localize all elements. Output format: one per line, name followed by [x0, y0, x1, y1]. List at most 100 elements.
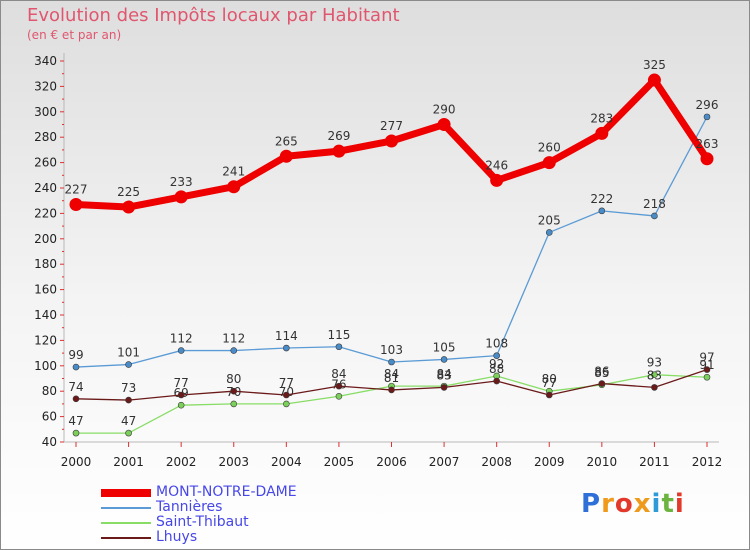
data-label-saint-thibaut: 47: [121, 414, 136, 428]
x-tick-label: 2011: [639, 455, 670, 469]
data-point-lhuys: [440, 384, 448, 391]
x-tick-label: 2000: [61, 455, 92, 469]
data-point-mont-notre-dame: [122, 200, 136, 214]
data-label-saint-thibaut: 80: [542, 372, 557, 386]
data-label-tannieres: 101: [117, 346, 140, 360]
y-tick-label: 260: [34, 156, 57, 170]
chart-subtitle: (en € et par an): [27, 28, 122, 42]
data-label-mont-notre-dame: 277: [380, 119, 403, 133]
legend-label: Saint-Thibaut: [156, 514, 249, 530]
data-label-mont-notre-dame: 233: [170, 175, 193, 189]
proxiti-logo: Proxiti: [581, 489, 685, 519]
y-tick-label: 80: [42, 384, 57, 398]
x-tick-label: 2008: [481, 455, 512, 469]
x-tick-label: 2009: [534, 455, 565, 469]
y-tick-label: 320: [34, 79, 57, 93]
data-label-tannieres: 115: [327, 328, 350, 342]
data-point-mont-notre-dame: [700, 152, 714, 166]
data-label-saint-thibaut: 91: [699, 358, 714, 372]
data-point-mont-notre-dame: [227, 180, 241, 194]
data-label-saint-thibaut: 92: [489, 357, 504, 371]
data-point-mont-notre-dame: [332, 144, 346, 158]
legend-swatch: [101, 489, 151, 497]
x-tick-label: 2003: [218, 455, 249, 469]
data-label-saint-thibaut: 85: [594, 366, 609, 380]
data-label-saint-thibaut: 84: [384, 367, 399, 381]
data-point-mont-notre-dame: [542, 156, 556, 170]
data-point-lhuys: [703, 366, 711, 373]
data-point-saint-thibaut: [651, 371, 658, 378]
x-tick-label: 2004: [271, 455, 302, 469]
data-point-tannieres: [335, 343, 343, 351]
data-point-mont-notre-dame: [69, 198, 83, 212]
data-label-saint-thibaut: 84: [436, 367, 451, 381]
legend-swatch: [101, 522, 151, 524]
x-tick-label: 2005: [324, 455, 355, 469]
y-tick-label: 200: [34, 232, 57, 246]
data-label-lhuys: 80: [226, 372, 241, 386]
data-label-mont-notre-dame: 246: [485, 158, 508, 172]
data-point-tannieres: [598, 207, 606, 215]
data-label-mont-notre-dame: 263: [696, 137, 719, 151]
data-label-mont-notre-dame: 225: [117, 185, 140, 199]
x-tick-label: 2002: [166, 455, 197, 469]
data-point-tannieres: [545, 229, 553, 236]
data-label-mont-notre-dame: 283: [590, 111, 613, 125]
data-point-lhuys: [651, 384, 658, 391]
data-label-lhuys: 77: [174, 376, 189, 390]
data-point-lhuys: [283, 391, 290, 399]
legend-label: MONT-NOTRE-DAME: [156, 484, 297, 500]
y-tick-label: 100: [34, 359, 57, 373]
data-point-tannieres: [283, 344, 290, 352]
data-label-mont-notre-dame: 241: [222, 165, 245, 179]
data-label-tannieres: 103: [380, 343, 403, 357]
data-point-saint-thibaut: [703, 373, 711, 381]
data-point-mont-notre-dame: [490, 173, 504, 187]
series-line-tannieres: [75, 116, 708, 368]
data-point-lhuys: [598, 380, 606, 387]
y-tick-label: 160: [34, 283, 57, 297]
legend-swatch: [101, 537, 151, 539]
y-tick-label: 120: [34, 333, 57, 347]
data-label-mont-notre-dame: 265: [275, 134, 298, 148]
data-point-tannieres: [440, 356, 448, 363]
data-label-lhuys: 74: [68, 380, 83, 394]
data-point-lhuys: [388, 386, 395, 394]
line-chart: 40 60 80 100 120 140 160 180 200 220 240 260 280 300 3…: [34, 53, 723, 469]
data-point-saint-thibaut: [230, 400, 238, 408]
data-point-lhuys: [177, 391, 185, 399]
y-tick-label: 140: [34, 308, 57, 322]
x-tick-label: 2012: [692, 455, 723, 469]
data-label-lhuys: 77: [542, 376, 557, 390]
x-tick-label: 2006: [376, 455, 407, 469]
data-label-lhuys: 81: [384, 371, 399, 385]
data-label-lhuys: 73: [121, 381, 136, 395]
x-tick-label: 2001: [113, 455, 144, 469]
y-tick-label: 220: [34, 206, 57, 220]
data-point-mont-notre-dame: [595, 126, 609, 140]
y-tick-label: 240: [34, 181, 57, 195]
data-point-tannieres: [493, 352, 500, 359]
data-point-lhuys: [335, 382, 343, 390]
data-point-tannieres: [703, 113, 711, 121]
x-tick-label: 2007: [429, 455, 460, 469]
data-point-tannieres: [651, 212, 658, 220]
y-tick-label: 40: [42, 435, 57, 449]
data-point-lhuys: [493, 377, 500, 385]
data-point-tannieres: [388, 358, 395, 366]
data-point-saint-thibaut: [72, 429, 80, 437]
x-tick-label: 2010: [587, 455, 618, 469]
data-label-tannieres: 205: [538, 213, 561, 227]
data-point-lhuys: [230, 387, 238, 395]
data-point-tannieres: [230, 347, 238, 354]
data-label-tannieres: 108: [485, 337, 508, 351]
data-label-mont-notre-dame: 227: [65, 183, 88, 197]
y-tick-label: 300: [34, 105, 57, 119]
data-label-tannieres: 296: [696, 98, 719, 112]
y-tick-label: 280: [34, 130, 57, 144]
y-tick-label: 340: [34, 54, 57, 68]
legend-label: Tannières: [156, 499, 223, 515]
data-label-saint-thibaut: 93: [647, 356, 662, 370]
data-label-lhuys: 77: [279, 376, 294, 390]
data-label-mont-notre-dame: 290: [433, 103, 456, 117]
